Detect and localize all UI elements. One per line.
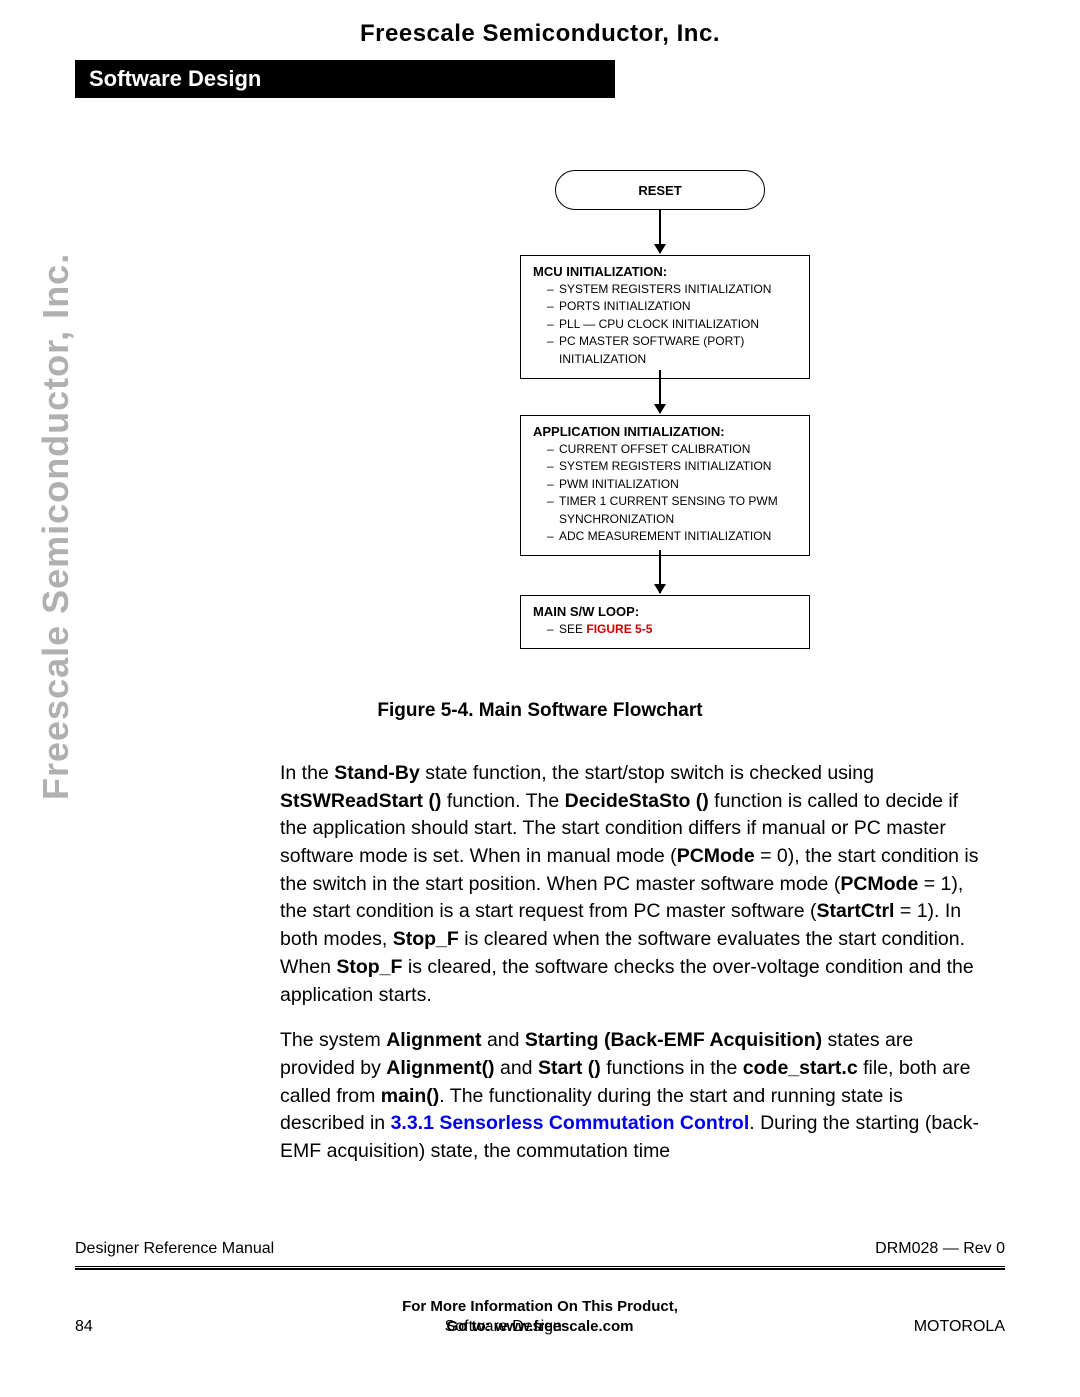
bold-run: Alignment	[386, 1029, 481, 1051]
flowchart-arrow	[659, 370, 661, 413]
text-run: functions in the	[601, 1057, 743, 1079]
text-run: The system	[280, 1029, 386, 1051]
flowchart-node-main_loop: MAIN S/W LOOP: SEE FIGURE 5-5	[520, 595, 810, 649]
text-run: function. The	[441, 790, 564, 812]
flowchart-node-title: MAIN S/W LOOP:	[533, 604, 797, 619]
flowchart-item: PLL — CPU CLOCK INITIALIZATION	[547, 316, 797, 333]
body-text: In the Stand-By state function, the star…	[280, 760, 980, 1184]
footer-doc-rev: DRM028 — Rev 0	[875, 1240, 1005, 1258]
flowchart-item: PORTS INITIALIZATION	[547, 298, 797, 315]
footer-more-info-line2: Go to: www.freescale.com	[447, 1318, 634, 1335]
footer-manual-label: Designer Reference Manual	[75, 1240, 274, 1258]
paragraph-standby: In the Stand-By state function, the star…	[280, 760, 980, 1009]
flowchart-node-mcu_init: MCU INITIALIZATION: SYSTEM REGISTERS INIT…	[520, 255, 810, 379]
flowchart-item: TIMER 1 CURRENT SENSING TO PWM SYNCHRONI…	[547, 493, 797, 528]
bold-run: Starting (Back-EMF Acquisition)	[525, 1029, 822, 1051]
bold-run: Stand-By	[334, 762, 420, 784]
figure-link[interactable]: FIGURE 5-5	[586, 622, 652, 636]
flowchart-arrow	[659, 210, 661, 253]
flowchart-item: PWM INITIALIZATION	[547, 476, 797, 493]
footer-more-info-line1: For More Information On This Product,	[402, 1298, 678, 1315]
text-run: and	[495, 1057, 538, 1079]
bold-run: PCMode	[677, 845, 755, 867]
text-run: state function, the start/stop switch is…	[420, 762, 874, 784]
flowchart-node-app_init: APPLICATION INITIALIZATION: CURRENT OFFSE…	[520, 415, 810, 556]
text-run: and	[482, 1029, 525, 1051]
flowchart-item: PC MASTER SOFTWARE (PORT) INITIALIZATION	[547, 333, 797, 368]
bold-run: Start ()	[538, 1057, 601, 1079]
flowchart-node-title: MCU INITIALIZATION:	[533, 264, 797, 279]
flowchart-arrow	[659, 550, 661, 593]
flowchart-item: ADC MEASUREMENT INITIALIZATION	[547, 528, 797, 545]
footer-more-info: For More Information On This Product, Go…	[75, 1297, 1005, 1336]
bold-run: code_start.c	[743, 1057, 858, 1079]
side-watermark: Freescale Semiconductor, Inc.	[35, 253, 77, 800]
paragraph-alignment: The system Alignment and Starting (Back-…	[280, 1027, 980, 1165]
bold-run: PCMode	[840, 873, 918, 895]
flowchart-item: SYSTEM REGISTERS INITIALIZATION	[547, 458, 797, 475]
flowchart-node-items: SYSTEM REGISTERS INITIALIZATIONPORTS INI…	[533, 281, 797, 368]
footer-bottom: 84 Software Design MOTOROLA For More Inf…	[75, 1318, 1005, 1336]
section-banner: Software Design	[75, 60, 615, 98]
text-run: In the	[280, 762, 334, 784]
flowchart-node-items: CURRENT OFFSET CALIBRATIONSYSTEM REGISTE…	[533, 441, 797, 545]
flowchart-see-item: SEE FIGURE 5-5	[547, 621, 797, 638]
section-link[interactable]: 3.3.1 Sensorless Commutation Control	[391, 1112, 750, 1134]
figure-caption: Figure 5-4. Main Software Flowchart	[75, 700, 1005, 722]
footer-top-row: Designer Reference Manual DRM028 — Rev 0	[75, 1240, 1005, 1258]
bold-run: main()	[381, 1085, 440, 1107]
company-header: Freescale Semiconductor, Inc.	[75, 20, 1005, 48]
flowchart-item: SYSTEM REGISTERS INITIALIZATION	[547, 281, 797, 298]
page-container: Freescale Semiconductor, Inc. Software D…	[75, 20, 1005, 1360]
main-software-flowchart: RESET MCU INITIALIZATION: SYSTEM REGISTERS…	[470, 170, 870, 690]
flowchart-item: CURRENT OFFSET CALIBRATION	[547, 441, 797, 458]
bold-run: DecideStaSto ()	[565, 790, 709, 812]
bold-run: Stop_F	[336, 956, 402, 978]
flowchart-node-items: SEE FIGURE 5-5	[533, 621, 797, 638]
bold-run: StSWReadStart ()	[280, 790, 441, 812]
bold-run: Alignment()	[386, 1057, 494, 1079]
bold-run: Stop_F	[393, 928, 459, 950]
footer-rule	[75, 1266, 1005, 1270]
bold-run: StartCtrl	[816, 900, 894, 922]
flowchart-node-title: APPLICATION INITIALIZATION:	[533, 424, 797, 439]
flowchart-node-reset: RESET	[555, 170, 765, 210]
